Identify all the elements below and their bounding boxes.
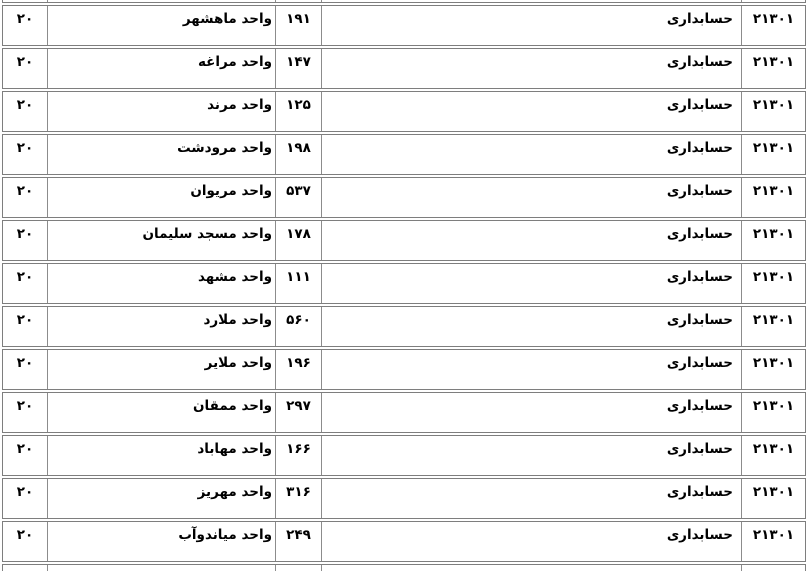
amount-cell: ۲۰ [3, 92, 48, 131]
unit-name-cell: واحد مهاباد [48, 436, 276, 475]
department-cell: حسابداری [322, 350, 742, 389]
table-row: ۲۱۳۰۱ حسابداری ۱۹۸ واحد مرودشت ۲۰ [2, 134, 806, 175]
amount-cell: ۲۰ [3, 522, 48, 561]
code-cell: ۲۱۳۰۱ [752, 11, 795, 27]
department-cell: حسابداری [322, 264, 742, 303]
table-row [2, 0, 806, 3]
department-cell: حسابداری [322, 49, 742, 88]
table-row: ۲۱۳۰۱ حسابداری ۱۹۶ واحد ملایر ۲۰ [2, 349, 806, 390]
amount-cell: ۲۰ [3, 350, 48, 389]
table-row: ۲۱۳۰۱ حسابداری ۱۱۱ واحد مشهد ۲۰ [2, 263, 806, 304]
count-cell: ۱۴۷ [276, 49, 322, 88]
amount-cell: ۲۰ [3, 221, 48, 260]
count-cell: ۱۶۶ [276, 436, 322, 475]
count-cell: ۵۳۷ [276, 178, 322, 217]
department-cell: حسابداری [322, 522, 742, 561]
table-row: ۲۱۳۰۱ حسابداری ۱۶۶ واحد مهاباد ۲۰ [2, 435, 806, 476]
department-cell [322, 0, 742, 2]
count-cell: ۱۹۸ [276, 135, 322, 174]
unit-name-cell: واحد مشهد [48, 264, 276, 303]
code-cell [742, 0, 805, 2]
table-row [2, 564, 806, 571]
code-cell: ۲۱۳۰۱ [752, 226, 795, 242]
department-cell: حسابداری [322, 436, 742, 475]
unit-name-cell: واحد مسجد سلیمان [48, 221, 276, 260]
code-cell: ۲۱۳۰۱ [752, 398, 795, 414]
table-row: ۲۱۳۰۱ حسابداری ۵۶۰ واحد ملارد ۲۰ [2, 306, 806, 347]
count-cell: ۲۹۷ [276, 393, 322, 432]
unit-name-cell: واحد میاندوآب [48, 522, 276, 561]
amount-cell: ۲۰ [3, 6, 48, 45]
count-cell: ۵۶۰ [276, 307, 322, 346]
unit-name-cell: واحد ملارد [48, 307, 276, 346]
code-cell: ۲۱۳۰۱ [752, 269, 795, 285]
amount-cell: ۲۰ [3, 178, 48, 217]
amount-cell: ۲۰ [3, 436, 48, 475]
code-cell: ۲۱۳۰۱ [752, 527, 795, 543]
count-cell: ۱۱۱ [276, 264, 322, 303]
code-cell [742, 565, 805, 571]
department-cell: حسابداری [322, 393, 742, 432]
department-cell: حسابداری [322, 479, 742, 518]
table-row: ۲۱۳۰۱ حسابداری ۱۹۱ واحد ماهشهر ۲۰ [2, 5, 806, 46]
amount-cell [3, 565, 48, 571]
count-cell: ۳۱۶ [276, 479, 322, 518]
department-cell: حسابداری [322, 6, 742, 45]
count-cell [276, 565, 322, 571]
table-row: ۲۱۳۰۱ حسابداری ۲۹۷ واحد ممقان ۲۰ [2, 392, 806, 433]
code-cell: ۲۱۳۰۱ [752, 441, 795, 457]
department-cell: حسابداری [322, 178, 742, 217]
count-cell [276, 0, 322, 2]
department-cell: حسابداری [322, 92, 742, 131]
count-cell: ۲۴۹ [276, 522, 322, 561]
table-row: ۲۱۳۰۱ حسابداری ۱۷۸ واحد مسجد سلیمان ۲۰ [2, 220, 806, 261]
count-cell: ۱۲۵ [276, 92, 322, 131]
unit-name-cell [48, 565, 276, 571]
code-cell: ۲۱۳۰۱ [752, 54, 795, 70]
unit-name-cell [48, 0, 276, 2]
unit-name-cell: واحد ماهشهر [48, 6, 276, 45]
code-cell: ۲۱۳۰۱ [752, 484, 795, 500]
table-row: ۲۱۳۰۱ حسابداری ۱۲۵ واحد مرند ۲۰ [2, 91, 806, 132]
department-cell: حسابداری [322, 307, 742, 346]
amount-cell: ۲۰ [3, 135, 48, 174]
department-cell: حسابداری [322, 135, 742, 174]
unit-name-cell: واحد مهریز [48, 479, 276, 518]
unit-name-cell: واحد مریوان [48, 178, 276, 217]
amount-cell [3, 0, 48, 2]
amount-cell: ۲۰ [3, 264, 48, 303]
unit-name-cell: واحد ملایر [48, 350, 276, 389]
table-row: ۲۱۳۰۱ حسابداری ۵۳۷ واحد مریوان ۲۰ [2, 177, 806, 218]
department-cell [322, 565, 742, 571]
unit-name-cell: واحد مرودشت [48, 135, 276, 174]
amount-cell: ۲۰ [3, 479, 48, 518]
table-row: ۲۱۳۰۱ حسابداری ۲۴۹ واحد میاندوآب ۲۰ [2, 521, 806, 562]
amount-cell: ۲۰ [3, 307, 48, 346]
table-row: ۲۱۳۰۱ حسابداری ۱۴۷ واحد مراغه ۲۰ [2, 48, 806, 89]
count-cell: ۱۹۶ [276, 350, 322, 389]
amount-cell: ۲۰ [3, 393, 48, 432]
unit-name-cell: واحد ممقان [48, 393, 276, 432]
unit-name-cell: واحد مرند [48, 92, 276, 131]
table-row: ۲۱۳۰۱ حسابداری ۳۱۶ واحد مهریز ۲۰ [2, 478, 806, 519]
code-cell: ۲۱۳۰۱ [752, 183, 795, 199]
amount-cell: ۲۰ [3, 49, 48, 88]
code-cell: ۲۱۳۰۱ [752, 355, 795, 371]
department-cell: حسابداری [322, 221, 742, 260]
count-cell: ۱۹۱ [276, 6, 322, 45]
unit-name-cell: واحد مراغه [48, 49, 276, 88]
code-cell: ۲۱۳۰۱ [752, 97, 795, 113]
code-cell: ۲۱۳۰۱ [752, 140, 795, 156]
code-cell: ۲۱۳۰۱ [752, 312, 795, 328]
count-cell: ۱۷۸ [276, 221, 322, 260]
